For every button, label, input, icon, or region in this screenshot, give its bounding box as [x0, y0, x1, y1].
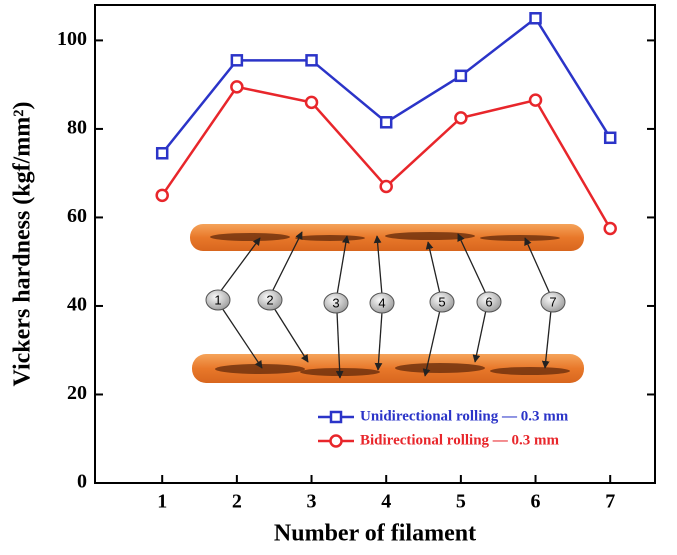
- point: [231, 81, 242, 92]
- point: [307, 55, 317, 65]
- point: [157, 190, 168, 201]
- x-tick-label: 3: [307, 491, 317, 513]
- y-tick-label: 40: [67, 294, 87, 316]
- inset-label: 4: [378, 295, 385, 310]
- x-tick-label: 7: [605, 491, 615, 513]
- point: [232, 55, 242, 65]
- legend-marker: [331, 436, 342, 447]
- legend-label: Bidirectional rolling — 0.3 mm: [360, 432, 560, 448]
- y-tick-label: 0: [77, 471, 87, 493]
- inset-label: 3: [332, 295, 339, 310]
- chart: 1 2 3 4 5 6 7 Number of filament Vickers hardn…: [0, 0, 677, 555]
- y-tick-label: 60: [67, 205, 87, 227]
- x-tick-label: 4: [381, 491, 391, 513]
- x-tick-label: 5: [456, 491, 466, 513]
- y-tick-label: 100: [57, 28, 87, 50]
- y-axis-label: Vickers hardness (kgf/mm²): [10, 102, 36, 387]
- point: [531, 13, 541, 23]
- point: [381, 181, 392, 192]
- x-axis-label: Number of filament: [274, 521, 476, 547]
- legend-marker: [331, 412, 341, 422]
- inset-label: 1: [214, 292, 221, 307]
- point: [605, 133, 615, 143]
- inset-label: 7: [549, 294, 556, 309]
- point: [455, 112, 466, 123]
- point: [381, 117, 391, 127]
- x-tick-label: 2: [232, 491, 242, 513]
- point: [157, 148, 167, 158]
- point: [456, 71, 466, 81]
- x-tick-label: 6: [531, 491, 541, 513]
- series-line: [162, 18, 610, 153]
- point: [530, 95, 541, 106]
- series-line: [162, 87, 610, 229]
- y-tick-label: 80: [67, 117, 87, 139]
- y-tick-label: 20: [67, 382, 87, 404]
- point: [605, 223, 616, 234]
- legend-label: Unidirectional rolling — 0.3 mm: [360, 408, 569, 424]
- inset-illustration: 1 2 3 4 5 6 7: [190, 224, 584, 383]
- inset-label: 2: [266, 292, 273, 307]
- inset-label: 6: [485, 294, 492, 309]
- inset-label: 5: [438, 294, 445, 309]
- x-tick-label: 1: [157, 491, 167, 513]
- point: [306, 97, 317, 108]
